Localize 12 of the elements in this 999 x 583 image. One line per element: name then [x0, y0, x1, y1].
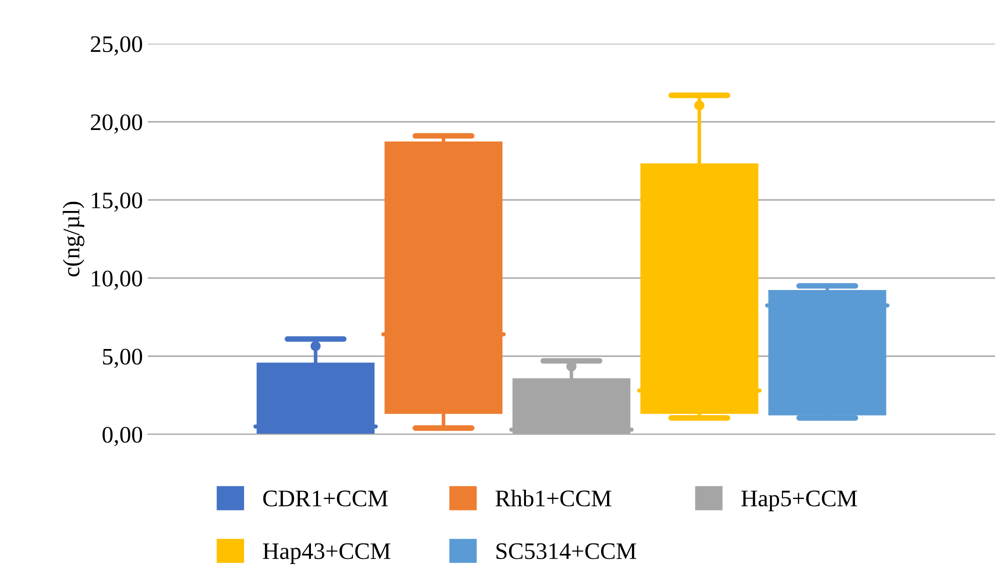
- y-tick-label: 0,00: [102, 426, 142, 446]
- legend-label: CDR1+CCM: [263, 490, 388, 506]
- legend-label: Hap43+CCM: [262, 543, 390, 564]
- y-tick-label: 20,00: [90, 114, 142, 134]
- legend-label: SC5314+CCM: [496, 543, 636, 560]
- y-tick-label: 5,00: [103, 348, 142, 368]
- y-tick-label: 10,00: [92, 270, 142, 290]
- legend-label: Rhb1+CCM: [496, 490, 612, 506]
- legend-label: Hap5+CCM: [741, 490, 857, 512]
- y-tick-label: 25,00: [90, 36, 142, 56]
- y-axis-title: c(ng/µl): [62, 202, 84, 276]
- y-tick-label: 15,00: [92, 192, 142, 212]
